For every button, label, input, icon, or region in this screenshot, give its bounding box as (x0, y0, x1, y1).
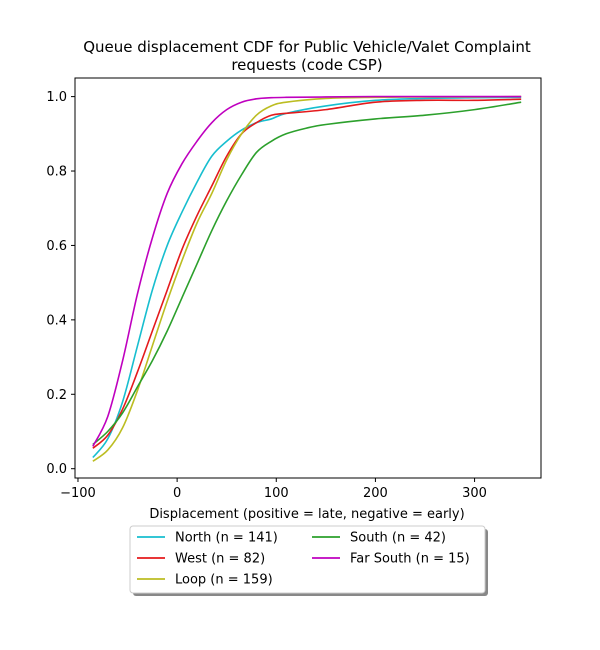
legend-box (129, 525, 486, 594)
legend-label: South (n = 42) (350, 531, 446, 546)
chart-title-line-1: Queue displacement CDF for Public Vehicl… (83, 38, 531, 56)
legend-label: Far South (n = 15) (350, 552, 470, 567)
x-tick-label: 100 (264, 486, 289, 501)
x-axis-label: Displacement (positive = late, negative … (149, 507, 464, 522)
series-line-loop-n-159 (92, 95, 522, 462)
legend-entry-south-n-42: South (n = 42) (312, 531, 446, 546)
series-line-south-n-42 (92, 101, 522, 446)
legend-entry-west-n-82: West (n = 82) (137, 552, 265, 567)
x-tick-label: −100 (60, 486, 96, 501)
legend-label: North (n = 141) (175, 531, 278, 546)
plot-frame (74, 77, 542, 479)
x-tick-label: 300 (462, 486, 487, 501)
x-tick-label: 0 (173, 486, 181, 501)
legend: North (n = 141) West (n = 82) Loop (n = 15… (129, 525, 488, 596)
chart-title-line-2: requests (code CSP) (231, 56, 382, 74)
y-tick-label: 1.0 (46, 90, 67, 105)
x-tick-label: 200 (363, 486, 388, 501)
series-layer (92, 95, 522, 462)
ticks-layer: −100 0 100 200 300 0.0 0.2 0.4 0.6 0.8 1.0 (46, 90, 487, 501)
legend-entry-loop-n-159: Loop (n = 159) (137, 573, 273, 588)
y-tick-label: 0.6 (46, 239, 67, 254)
y-tick-label: 0.4 (46, 313, 67, 328)
legend-label: Loop (n = 159) (175, 573, 273, 588)
legend-entry-far-south-n-15: Far South (n = 15) (312, 552, 470, 567)
y-tick-label: 0.8 (46, 165, 67, 180)
series-line-far-south-n-15 (92, 95, 522, 447)
legend-items: North (n = 141) West (n = 82) Loop (n = 15… (137, 531, 470, 588)
y-tick-label: 0.2 (46, 388, 67, 403)
series-line-north-n-141 (92, 96, 522, 459)
legend-label: West (n = 82) (175, 552, 265, 567)
y-tick-label: 0.0 (46, 462, 67, 477)
series-line-west-n-82 (92, 98, 522, 449)
legend-entry-north-n-141: North (n = 141) (137, 531, 278, 546)
